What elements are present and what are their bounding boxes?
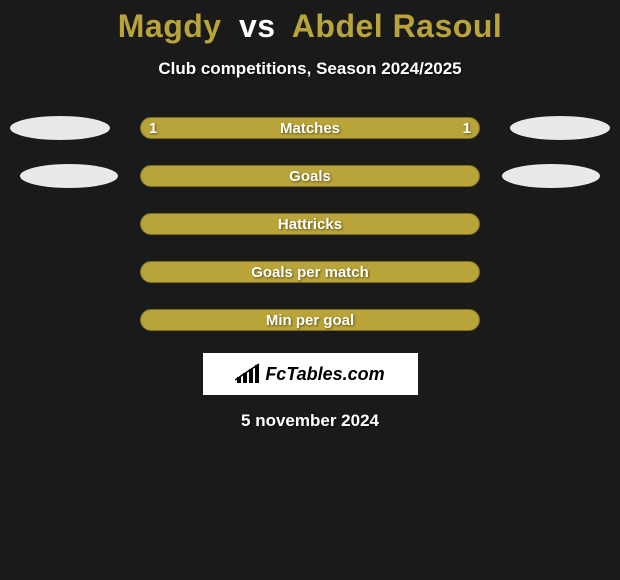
player1-ellipse bbox=[20, 164, 118, 188]
stat-value-right: 1 bbox=[463, 120, 471, 137]
stat-bar: Matches1 1 bbox=[140, 117, 480, 139]
date-text: 5 november 2024 bbox=[0, 411, 620, 431]
player2-name: Abdel Rasoul bbox=[292, 8, 502, 44]
stat-bar: Min per goal bbox=[140, 309, 480, 331]
stat-row: Goals per match bbox=[0, 261, 620, 283]
comparison-title: Magdy vs Abdel Rasoul bbox=[0, 0, 620, 45]
stat-label: Goals per match bbox=[141, 264, 479, 281]
vs-text: vs bbox=[239, 8, 276, 44]
player1-name: Magdy bbox=[118, 8, 222, 44]
stat-row: Hattricks bbox=[0, 213, 620, 235]
player2-ellipse bbox=[510, 116, 610, 140]
stat-row: Matches1 1 bbox=[0, 117, 620, 139]
stat-label: Matches bbox=[141, 120, 479, 137]
stat-bar: Hattricks bbox=[140, 213, 480, 235]
stat-label: Min per goal bbox=[141, 312, 479, 329]
player2-ellipse bbox=[502, 164, 600, 188]
subtitle: Club competitions, Season 2024/2025 bbox=[0, 59, 620, 79]
fctables-logo: FcTables.com bbox=[203, 353, 418, 395]
stat-row: Goals bbox=[0, 165, 620, 187]
stat-value-left: 1 bbox=[149, 120, 157, 137]
logo-text: FcTables.com bbox=[265, 364, 384, 385]
chart-icon bbox=[235, 363, 261, 385]
stat-label: Hattricks bbox=[141, 216, 479, 233]
stat-row: Min per goal bbox=[0, 309, 620, 331]
stat-bar: Goals per match bbox=[140, 261, 480, 283]
player1-ellipse bbox=[10, 116, 110, 140]
stats-container: Matches1 1 Goals Hattricks Goals per match Mi… bbox=[0, 117, 620, 331]
stat-bar: Goals bbox=[140, 165, 480, 187]
stat-label: Goals bbox=[141, 168, 479, 185]
